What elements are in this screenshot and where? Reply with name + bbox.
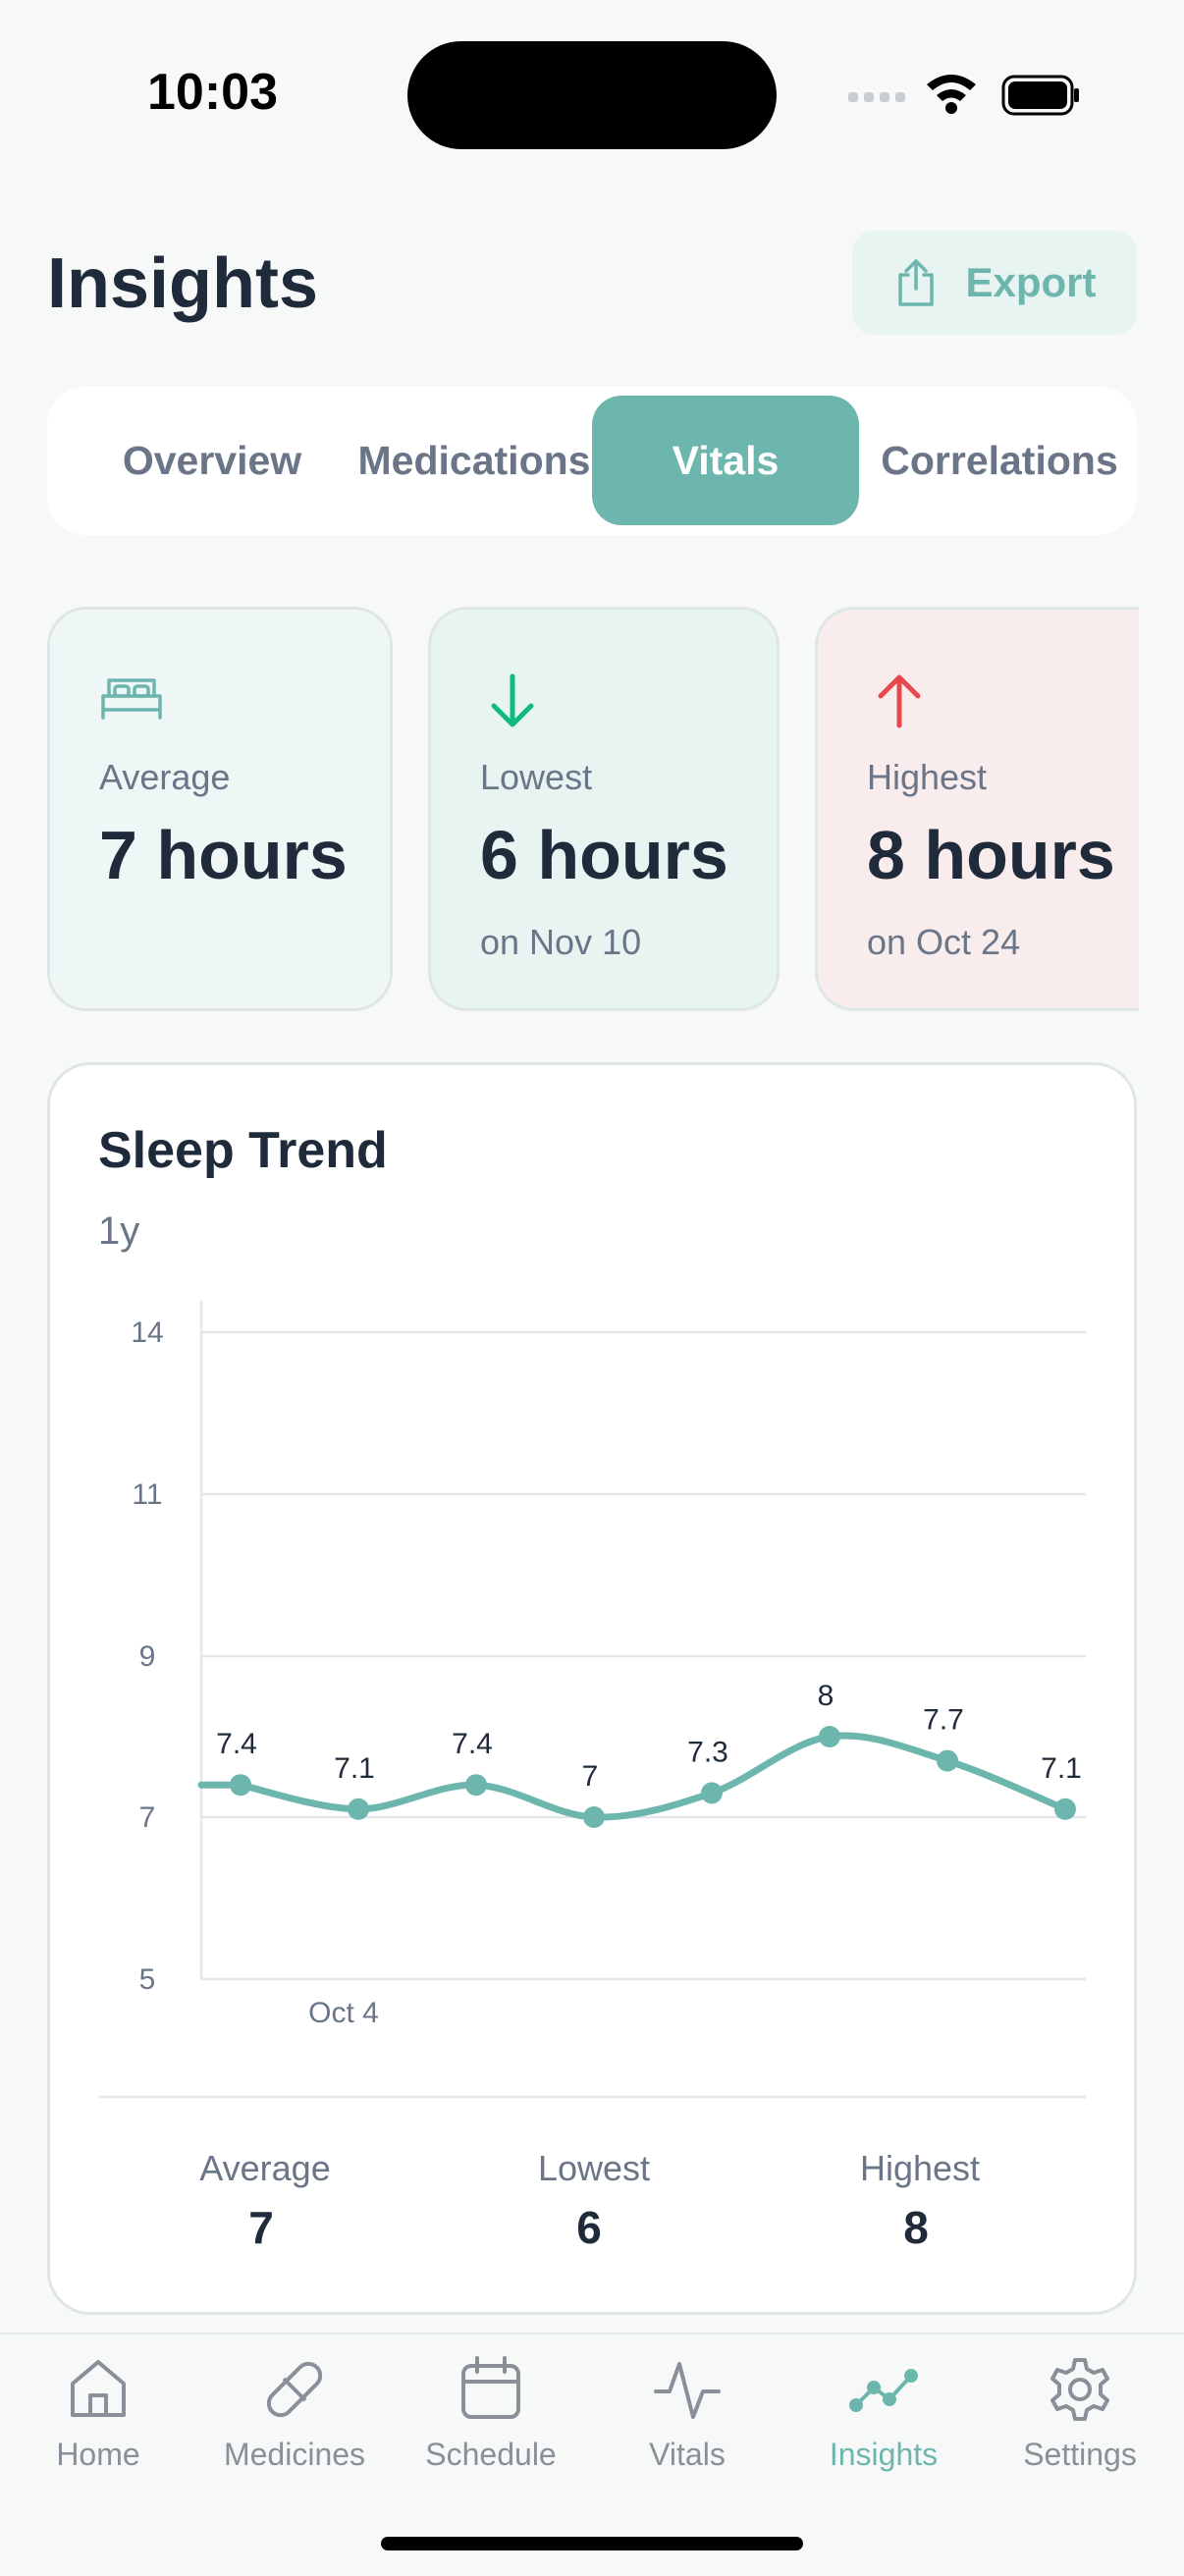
tab-medications[interactable]: Medications	[357, 437, 591, 483]
bed-icon	[101, 678, 162, 720]
gear-icon	[1050, 2358, 1109, 2421]
summary-label-highest: Highest	[859, 2148, 981, 2188]
calendar-icon	[461, 2356, 520, 2419]
pulse-icon	[654, 2362, 721, 2419]
stat-value: 6 hours	[480, 817, 728, 893]
tab-overview[interactable]: Overview	[122, 437, 302, 483]
data-point	[701, 1782, 723, 1804]
y-tick-label: 7	[139, 1801, 156, 1834]
data-label: 7.3	[687, 1736, 728, 1768]
summary-value-highest: 8	[903, 2202, 929, 2253]
data-label: 7.7	[923, 1704, 964, 1737]
segment-tabs: Overview Medications Vitals Correlations	[47, 386, 1137, 535]
nav-settings[interactable]: Settings	[982, 2354, 1178, 2473]
data-label: 7	[582, 1760, 599, 1793]
stat-date: on Nov 10	[480, 922, 642, 962]
data-point	[819, 1726, 840, 1747]
nav-medicines[interactable]: Medicines	[196, 2354, 393, 2473]
stat-card-lowest: Lowest 6 hours on Nov 10	[428, 607, 780, 1011]
tab-vitals[interactable]: Vitals	[592, 396, 859, 525]
data-point	[583, 1806, 605, 1828]
series-line	[197, 1732, 1069, 1821]
stat-value: 7 hours	[99, 817, 348, 893]
battery-icon	[1001, 75, 1079, 116]
summary-label-lowest: Lowest	[537, 2148, 651, 2188]
y-tick-label: 14	[131, 1316, 163, 1349]
chart-title: Sleep Trend	[98, 1122, 388, 1179]
status-icons	[848, 75, 1079, 116]
data-point	[465, 1774, 487, 1797]
home-indicator	[381, 2537, 803, 2550]
pill-icon	[266, 2361, 323, 2418]
summary-value-lowest: 6	[576, 2202, 602, 2253]
data-label: 7.1	[1041, 1752, 1082, 1785]
stat-date: on Oct 24	[867, 922, 1021, 962]
nav-vitals[interactable]: Vitals	[589, 2354, 785, 2473]
nav-insights[interactable]: Insights	[785, 2354, 982, 2473]
y-tick-label: 11	[132, 1478, 162, 1511]
stat-card-highest: Highest 8 hours on Oct 24	[815, 607, 1139, 1011]
data-label: 7.4	[216, 1728, 257, 1760]
arrow-down-icon	[491, 673, 534, 727]
dynamic-island	[407, 41, 777, 149]
stat-label: Highest	[867, 757, 988, 797]
data-point	[937, 1749, 958, 1772]
bottom-nav: Home Medicines Schedule Vitals Insights …	[0, 2333, 1184, 2576]
data-point	[348, 1798, 369, 1820]
stat-value: 8 hours	[867, 817, 1115, 893]
wifi-icon	[927, 75, 976, 114]
arrow-up-icon	[878, 674, 921, 728]
stat-card-average: Average 7 hours	[47, 607, 393, 1011]
summary-value-average: 7	[248, 2202, 274, 2253]
share-icon	[898, 259, 935, 306]
y-tick-label: 9	[139, 1640, 156, 1673]
data-label: 7.1	[334, 1752, 375, 1785]
y-tick-label: 5	[139, 1963, 156, 1996]
data-label: 8	[818, 1680, 834, 1712]
x-tick-label: Oct 4	[308, 1997, 379, 2029]
export-label: Export	[965, 259, 1097, 305]
cellular-signal-icon	[848, 92, 905, 102]
stat-label: Lowest	[480, 757, 593, 797]
home-icon	[71, 2360, 126, 2417]
data-point	[230, 1774, 251, 1797]
status-time: 10:03	[147, 64, 278, 121]
nav-schedule[interactable]: Schedule	[393, 2354, 589, 2473]
export-button[interactable]: Export	[852, 231, 1137, 335]
trend-icon	[849, 2369, 918, 2412]
tab-correlations[interactable]: Correlations	[881, 437, 1118, 483]
summary-label-average: Average	[199, 2148, 331, 2188]
chart-range[interactable]: 1y	[98, 1209, 140, 1253]
stat-label: Average	[99, 757, 231, 797]
data-point	[1054, 1798, 1076, 1820]
sleep-trend-card	[47, 1062, 1137, 2315]
page-title: Insights	[47, 244, 319, 323]
nav-home[interactable]: Home	[0, 2354, 196, 2473]
data-label: 7.4	[452, 1728, 493, 1760]
